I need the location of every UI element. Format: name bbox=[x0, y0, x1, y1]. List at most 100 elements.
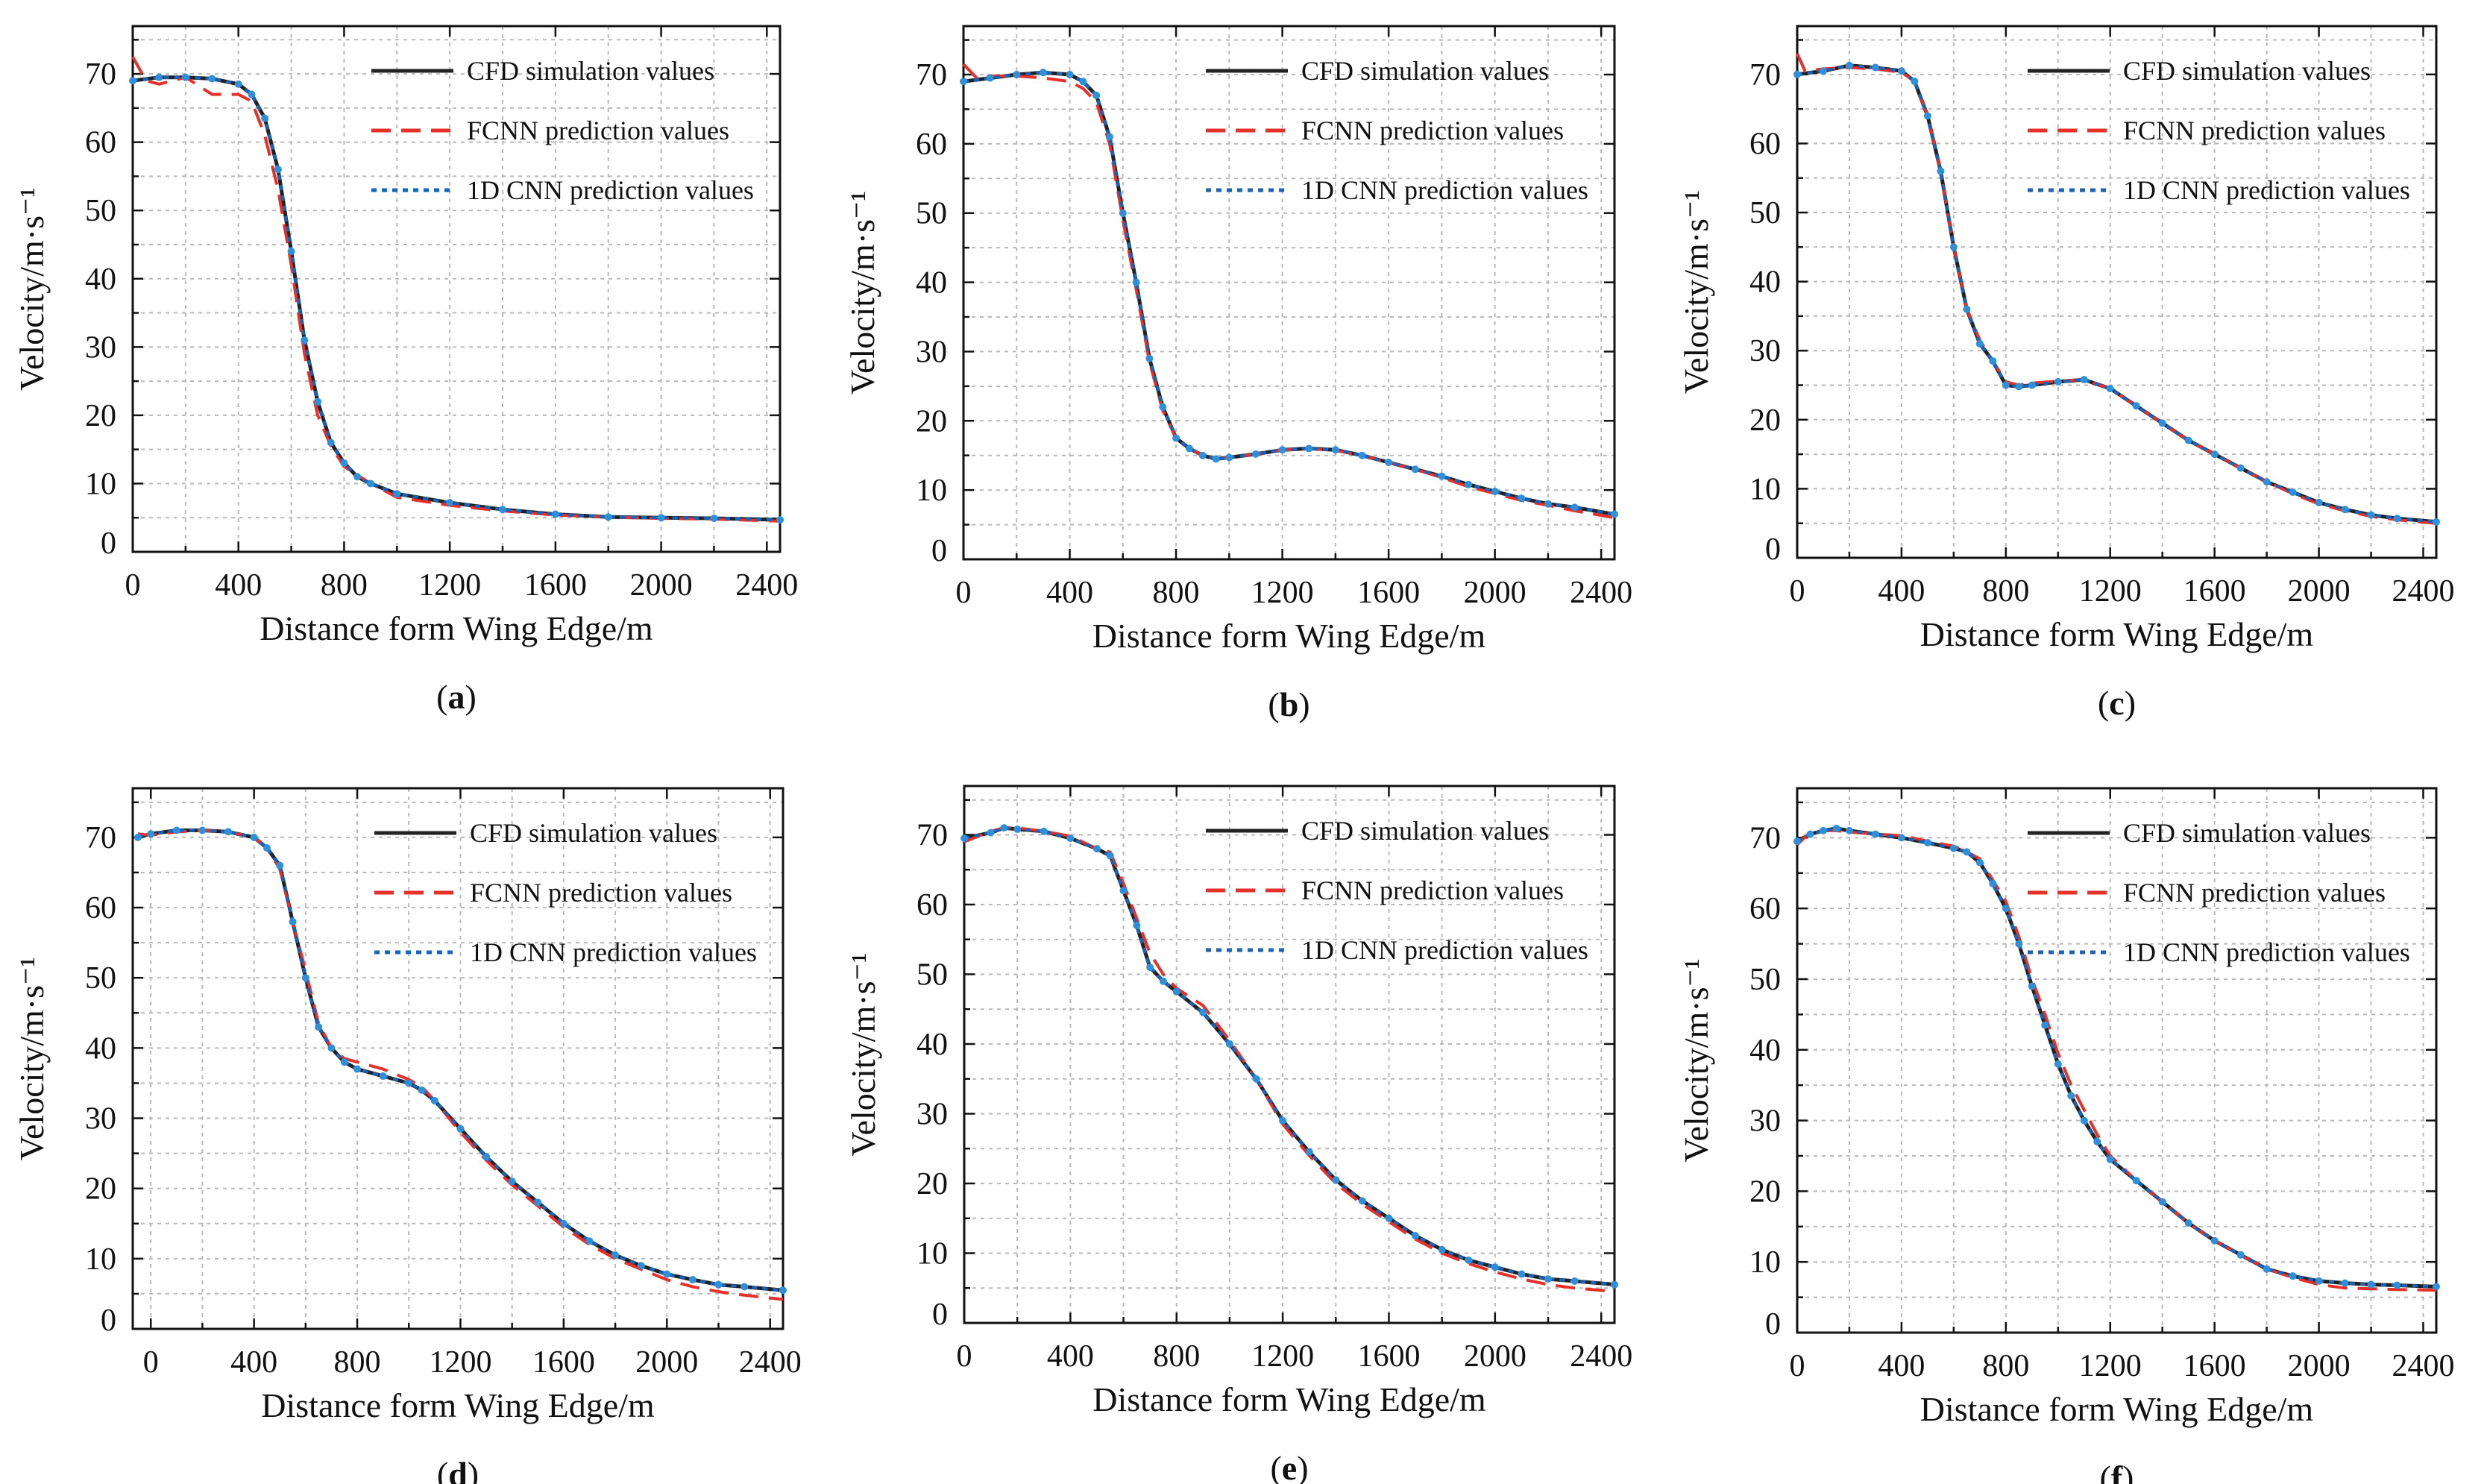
data-point-1dcnn bbox=[1331, 446, 1339, 454]
legend-label: FCNN prediction values bbox=[467, 116, 729, 145]
caption-letter: e bbox=[1282, 1449, 1297, 1484]
x-tick-label: 2000 bbox=[2288, 1349, 2351, 1383]
caption-paren: ( bbox=[1270, 1449, 1281, 1484]
data-point-1dcnn bbox=[1079, 78, 1087, 86]
data-point-1dcnn bbox=[1159, 403, 1167, 411]
data-point-1dcnn bbox=[1013, 71, 1021, 78]
data-point-1dcnn bbox=[446, 499, 454, 507]
data-point-1dcnn bbox=[1013, 825, 1022, 833]
data-point-1dcnn bbox=[986, 74, 994, 82]
data-point-1dcnn bbox=[1438, 472, 1446, 480]
x-axis-label: Distance form Wing Edge/m bbox=[1092, 1380, 1486, 1418]
y-tick-label: 40 bbox=[916, 266, 947, 301]
data-point-1dcnn bbox=[1385, 1214, 1393, 1222]
x-axis-label: Distance form Wing Edge/m bbox=[261, 1386, 655, 1424]
data-point-1dcnn bbox=[1198, 451, 1207, 459]
data-point-1dcnn bbox=[1039, 69, 1047, 77]
x-tick-label: 1600 bbox=[532, 1345, 595, 1380]
data-point-1dcnn bbox=[2015, 940, 2023, 948]
panel-caption: (c) bbox=[2098, 684, 2136, 722]
data-point-1dcnn bbox=[1332, 1176, 1340, 1184]
data-point-1dcnn bbox=[499, 506, 506, 514]
data-point-1dcnn bbox=[2106, 385, 2114, 393]
plot-frame bbox=[1796, 25, 2438, 559]
caption-letter: b bbox=[1280, 685, 1299, 723]
caption-paren: ( bbox=[2098, 684, 2109, 722]
series-line-fcnn bbox=[1796, 829, 2437, 1292]
y-tick-label: 50 bbox=[1749, 196, 1781, 230]
data-point-1dcnn bbox=[2289, 488, 2297, 497]
data-point-1dcnn bbox=[129, 77, 136, 85]
data-point-1dcnn bbox=[133, 833, 142, 841]
data-point-1dcnn bbox=[714, 1280, 723, 1289]
data-point-1dcnn bbox=[366, 480, 374, 488]
x-tick-label: 800 bbox=[1982, 574, 2029, 609]
data-point-1dcnn bbox=[1491, 1263, 1499, 1271]
data-point-1dcnn bbox=[1544, 500, 1552, 508]
data-point-1dcnn bbox=[2080, 376, 2088, 384]
data-point-1dcnn bbox=[315, 1023, 323, 1031]
data-point-1dcnn bbox=[1066, 834, 1075, 843]
data-point-1dcnn bbox=[2093, 1138, 2101, 1146]
legend-label: CFD simulation values bbox=[470, 818, 717, 848]
data-point-1dcnn bbox=[1412, 1232, 1420, 1240]
data-point-1dcnn bbox=[327, 438, 335, 447]
data-point-1dcnn bbox=[2028, 381, 2036, 389]
data-point-1dcnn bbox=[2028, 982, 2036, 990]
x-tick-label: 1200 bbox=[1251, 1339, 1314, 1374]
data-point-1dcnn bbox=[224, 828, 233, 836]
x-tick-label: 1600 bbox=[2183, 1349, 2246, 1383]
data-point-1dcnn bbox=[1119, 209, 1127, 217]
x-axis-label: Distance form Wing Edge/m bbox=[1092, 617, 1486, 655]
y-tick-label: 10 bbox=[916, 474, 947, 508]
y-tick-label: 10 bbox=[1749, 1245, 1781, 1280]
data-point-1dcnn bbox=[1989, 879, 1997, 887]
y-tick-label: 20 bbox=[85, 1172, 116, 1207]
data-point-1dcnn bbox=[248, 90, 256, 98]
data-point-1dcnn bbox=[1411, 465, 1419, 474]
chart-panel-d: 0 400 800 1200 1600 2000 2400 0 10 20 30 40 50 60 70 Di… bbox=[13, 787, 802, 1484]
legend-label: FCNN prediction values bbox=[470, 878, 732, 908]
data-point-1dcnn bbox=[1358, 451, 1366, 459]
data-point-1dcnn bbox=[1438, 1245, 1446, 1254]
data-point-1dcnn bbox=[1949, 243, 1958, 251]
y-tick-label: 60 bbox=[1749, 892, 1781, 926]
panel-caption: (d) bbox=[437, 1455, 479, 1484]
data-point-1dcnn bbox=[2263, 1265, 2271, 1273]
y-tick-label: 60 bbox=[916, 128, 947, 162]
data-point-1dcnn bbox=[741, 1283, 749, 1291]
caption-paren: ) bbox=[468, 1455, 479, 1484]
data-point-1dcnn bbox=[2263, 478, 2271, 486]
x-tick-label: 0 bbox=[125, 568, 141, 603]
y-tick-label: 30 bbox=[85, 330, 116, 365]
y-tick-label: 70 bbox=[85, 57, 116, 92]
x-axis-label: Distance form Wing Edge/m bbox=[260, 609, 653, 647]
legend: CFD simulation values FCNN prediction val… bbox=[371, 56, 754, 205]
data-point-1dcnn bbox=[2341, 506, 2349, 514]
data-point-1dcnn bbox=[1897, 834, 1905, 842]
legend: CFD simulation values FCNN prediction val… bbox=[374, 818, 757, 967]
data-point-1dcnn bbox=[276, 861, 284, 870]
x-tick-label: 2000 bbox=[2288, 574, 2351, 609]
data-point-1dcnn bbox=[1975, 339, 1984, 348]
data-point-1dcnn bbox=[393, 490, 401, 498]
x-tick-label: 0 bbox=[1790, 1349, 1805, 1383]
legend-label: CFD simulation values bbox=[1301, 56, 1549, 86]
data-point-1dcnn bbox=[261, 114, 269, 122]
data-point-1dcnn bbox=[551, 510, 559, 518]
plot-frame bbox=[962, 25, 1616, 561]
y-tick-label: 0 bbox=[101, 526, 116, 561]
chart-panel-f: 0 400 800 1200 1600 2000 2400 0 10 20 30 40 50 60 70 Di… bbox=[1677, 787, 2455, 1484]
x-tick-label: 1600 bbox=[1357, 1339, 1420, 1374]
x-axis-label: Distance form Wing Edge/m bbox=[1920, 615, 2314, 653]
data-point-1dcnn bbox=[1923, 112, 1931, 120]
data-point-1dcnn bbox=[779, 1286, 787, 1295]
data-point-1dcnn bbox=[2002, 905, 2010, 913]
data-point-1dcnn bbox=[289, 917, 297, 925]
y-tick-label: 20 bbox=[1749, 403, 1781, 438]
data-point-1dcnn bbox=[1570, 1277, 1579, 1285]
x-tick-label: 1600 bbox=[1357, 576, 1420, 610]
caption-paren: ( bbox=[1268, 685, 1279, 723]
data-point-1dcnn bbox=[198, 826, 207, 834]
